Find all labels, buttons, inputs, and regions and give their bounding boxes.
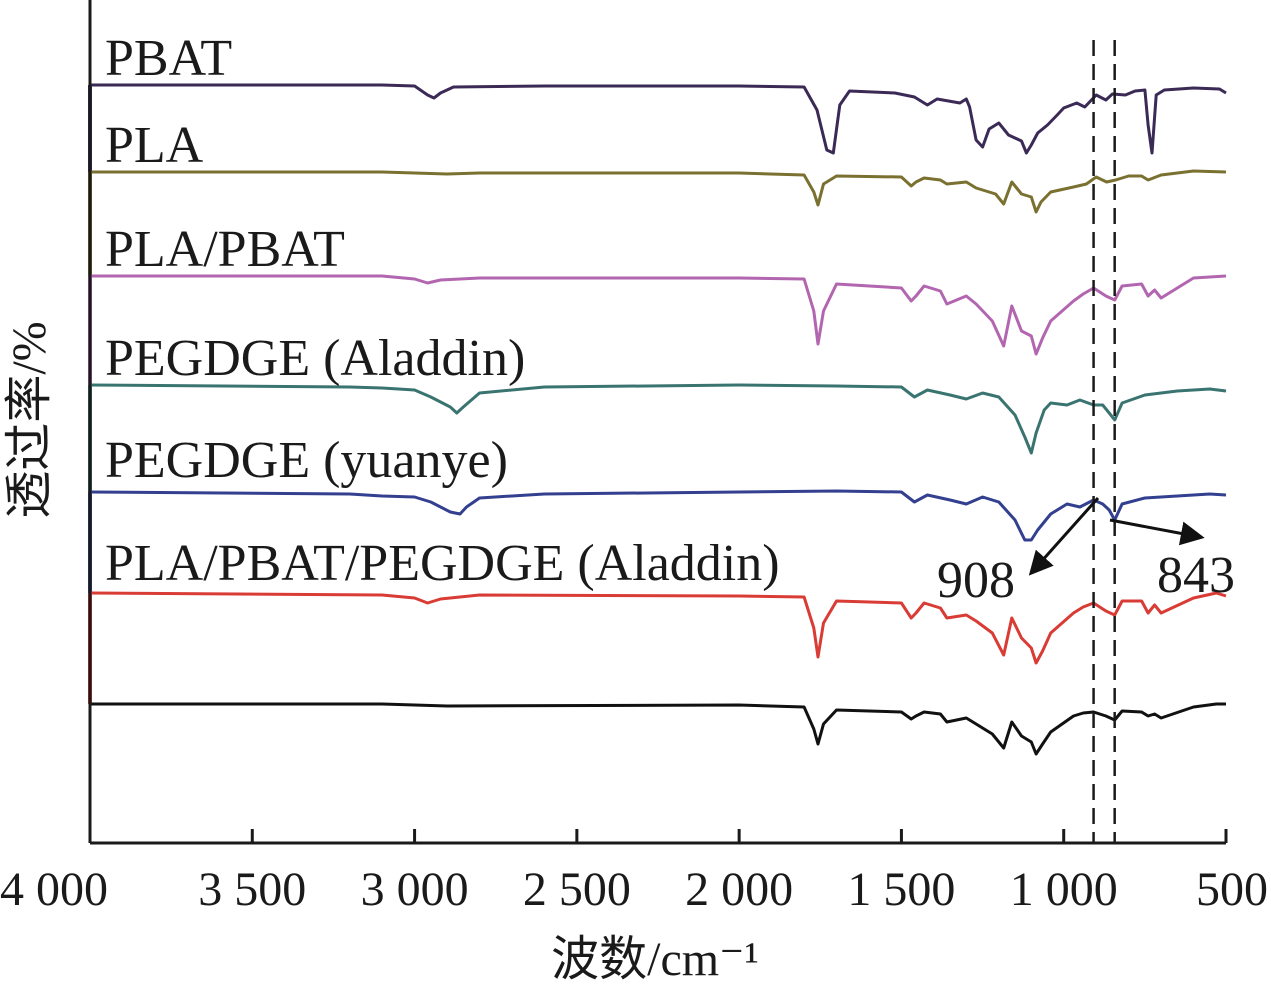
series-line-3	[90, 274, 1227, 356]
series-label-3: PLA/PBAT	[105, 221, 345, 278]
x-tick-label-500: 500	[1196, 863, 1268, 916]
series-line-5	[89, 489, 1227, 542]
reference-lines	[1092, 40, 1116, 843]
series-label-5: PEGDGE (yuanye)	[105, 432, 508, 489]
annotation-label-843: 843	[1157, 547, 1235, 604]
series-line-7	[90, 702, 1226, 756]
annotation-arrow-908	[1028, 497, 1100, 576]
axes	[88, 0, 1226, 845]
x-tick-label-3500: 3 500	[198, 863, 306, 916]
x-tick-label-1500: 1 500	[847, 863, 955, 916]
series-line-6	[89, 591, 1227, 665]
y-axis-title: 透过率/%	[3, 321, 56, 518]
series-layer	[88, 83, 1227, 756]
x-tick-label-4000: 4 000	[0, 863, 108, 916]
x-tick-label-2500: 2 500	[523, 863, 631, 916]
series-labels: PBAT PLA PLA/PBAT PEGDGE (Aladdin) PEGDGE (y…	[105, 30, 780, 592]
annotations: 908 843	[937, 497, 1235, 609]
series-label-1: PBAT	[105, 30, 232, 87]
series-label-4: PEGDGE (Aladdin)	[105, 330, 525, 387]
x-tick-label-1000: 1 000	[1010, 863, 1118, 916]
x-tick-label-2000: 2 000	[685, 863, 793, 916]
x-tick-label-3000: 3 000	[361, 863, 469, 916]
annotation-arrow-843	[1109, 518, 1205, 546]
x-axis-title: 波数/cm⁻¹	[551, 933, 759, 984]
x-ticks: 4 000 3 500 3 000 2 500 2 000 1 500 1 000 500	[0, 829, 1268, 916]
annotation-label-908: 908	[937, 552, 1015, 609]
series-line-4	[89, 383, 1227, 455]
series-label-6: PLA/PBAT/PEGDGE (Aladdin)	[105, 535, 780, 592]
series-line-1	[90, 83, 1227, 155]
series-label-2: PLA	[105, 117, 204, 174]
series-line-2	[90, 169, 1227, 214]
